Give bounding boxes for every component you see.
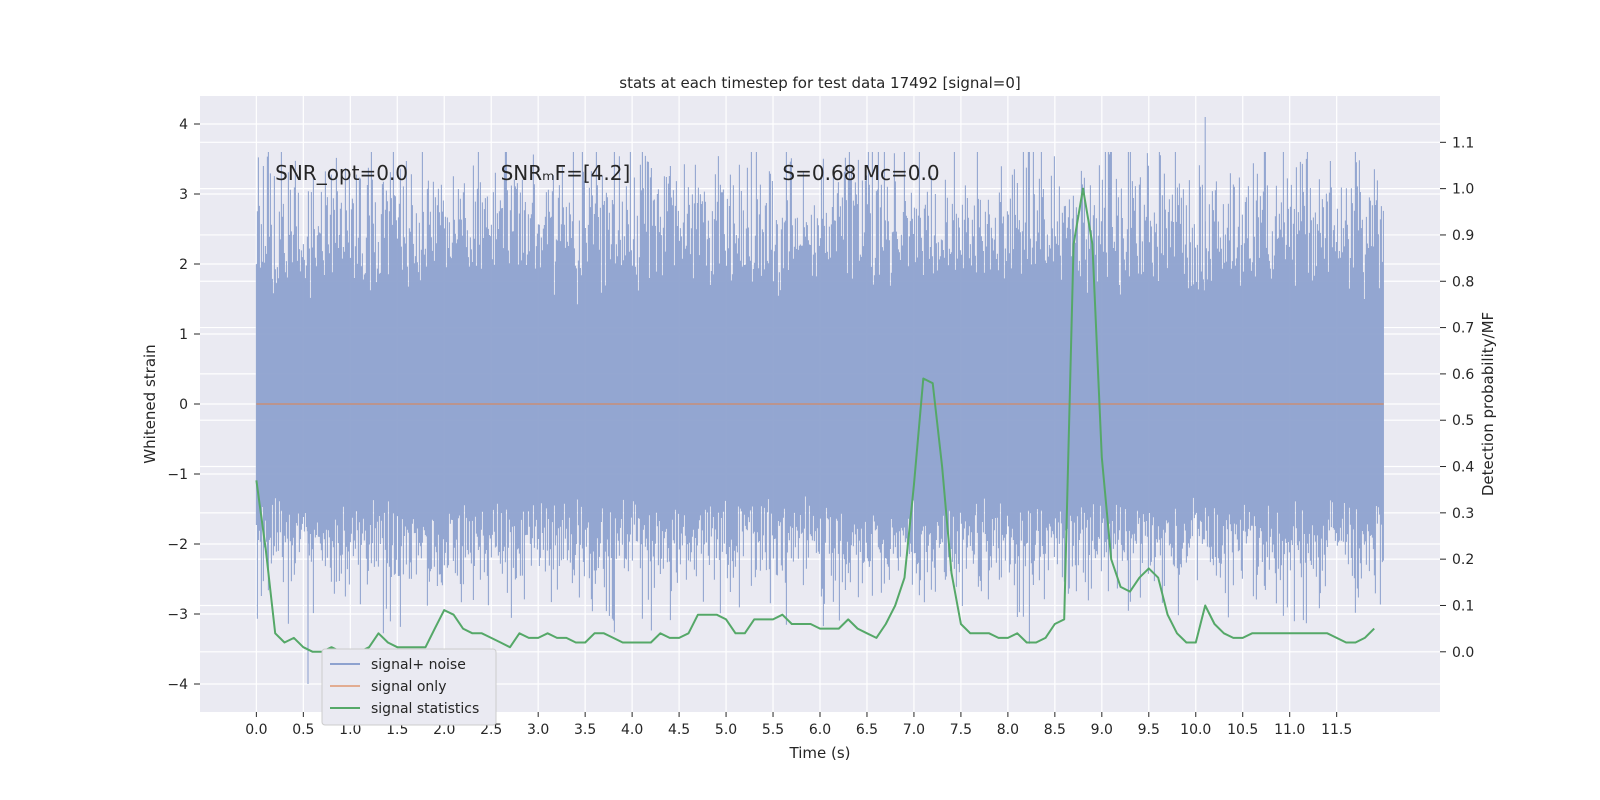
x-tick-label: 2.0 (433, 722, 455, 738)
x-tick-label: 8.5 (1044, 722, 1066, 738)
legend-label-signal-noise: signal+ noise (371, 657, 466, 673)
y-tick-label: 1 (179, 327, 188, 343)
x-tick-label: 8.0 (997, 722, 1019, 738)
x-tick-label: 2.5 (480, 722, 502, 738)
y-axis-left: −4 −3 −2 −1 0 1 2 3 4 (167, 117, 200, 693)
y-tick-label: 0 (179, 397, 188, 413)
x-tick-label: 3.0 (527, 722, 549, 738)
y2-tick-label: 0.8 (1452, 274, 1474, 290)
y-tick-label: −3 (167, 607, 188, 623)
y2-tick-label: 0.2 (1452, 552, 1474, 568)
y2-tick-label: 0.6 (1452, 367, 1474, 383)
y-tick-label: −4 (167, 677, 188, 693)
annotation-snr-mf: SNRₘF=[4.2] (501, 161, 631, 185)
x-tick-label: 7.0 (903, 722, 925, 738)
y2-tick-label: 0.5 (1452, 413, 1474, 429)
x-tick-label: 5.0 (715, 722, 737, 738)
x-tick-label: 3.5 (574, 722, 596, 738)
x-axis: 0.0 0.5 1.0 1.5 2.0 2.5 3.0 3.5 4.0 4.5 5.0 5.5 6.0 6… (245, 712, 1352, 738)
y-axis-label: Whitened strain (141, 344, 159, 463)
y-axis-right: 0.0 0.1 0.2 0.3 0.4 0.5 0.6 0.7 0.8 0.9 1.0 1.1 (1440, 135, 1474, 661)
series-signal-statistics (255, 187, 1375, 653)
annotation-s-stat: S=0.68 Mᴄ=0.0 (782, 161, 939, 185)
y2-tick-label: 0.1 (1452, 598, 1474, 614)
annotations: SNR_opt=0.0 SNRₘF=[4.2] S=0.68 Mᴄ=0.0 (275, 161, 939, 185)
statistics-line (255, 187, 1375, 653)
x-tick-label: 4.0 (621, 722, 643, 738)
y2-tick-label: 0.3 (1452, 506, 1474, 522)
y2-axis-label: Detection probability/MF (1479, 312, 1497, 496)
x-axis-label: Time (s) (789, 744, 851, 762)
annotation-snr-opt: SNR_opt=0.0 (275, 161, 408, 185)
legend: signal+ noise signal only signal statist… (321, 648, 497, 726)
noise-trace (255, 117, 1384, 684)
x-tick-label: 0.5 (292, 722, 314, 738)
x-tick-label: 4.5 (668, 722, 690, 738)
x-tick-label: 6.5 (856, 722, 878, 738)
y2-tick-label: 0.9 (1452, 228, 1474, 244)
x-tick-label: 1.0 (339, 722, 361, 738)
legend-label-signal-statistics: signal statistics (371, 701, 479, 717)
x-tick-label: 1.5 (386, 722, 408, 738)
x-tick-label: 5.5 (762, 722, 784, 738)
y-tick-label: −2 (167, 537, 188, 553)
x-tick-label: 10.0 (1180, 722, 1211, 738)
x-tick-label: 7.5 (950, 722, 972, 738)
y-tick-label: 4 (179, 117, 188, 133)
y2-tick-label: 0.0 (1452, 645, 1474, 661)
x-tick-label: 9.0 (1091, 722, 1113, 738)
legend-label-signal-only: signal only (371, 679, 446, 695)
y2-tick-label: 0.4 (1452, 460, 1474, 476)
x-tick-label: 6.0 (809, 722, 831, 738)
series-signal-noise (255, 117, 1384, 684)
x-tick-label: 0.0 (245, 722, 267, 738)
y-tick-label: 2 (179, 257, 188, 273)
y2-tick-label: 0.7 (1452, 321, 1474, 337)
chart-title: stats at each timestep for test data 174… (619, 74, 1020, 92)
y2-tick-label: 1.0 (1452, 182, 1474, 198)
x-tick-label: 11.0 (1274, 722, 1305, 738)
legend-box (321, 648, 497, 726)
y2-tick-label: 1.1 (1452, 135, 1474, 151)
y-tick-label: 3 (179, 187, 188, 203)
y-tick-label: −1 (167, 467, 188, 483)
x-tick-label: 10.5 (1227, 722, 1258, 738)
x-tick-label: 9.5 (1138, 722, 1160, 738)
x-tick-label: 11.5 (1321, 722, 1352, 738)
